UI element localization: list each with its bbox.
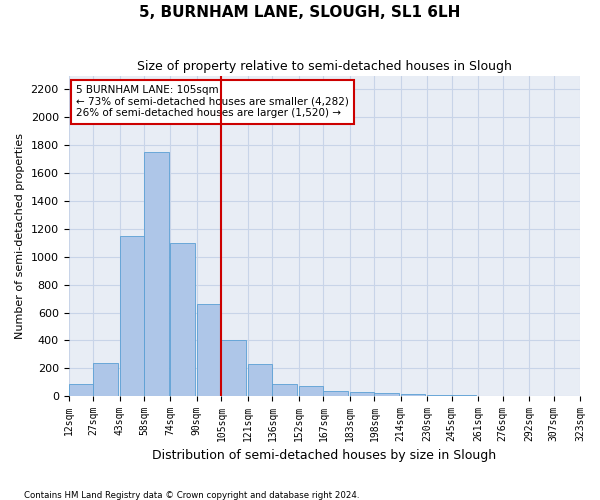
Bar: [93, 362, 118, 396]
Bar: [374, 394, 399, 396]
Bar: [427, 395, 452, 396]
X-axis label: Distribution of semi-detached houses by size in Slough: Distribution of semi-detached houses by …: [152, 450, 496, 462]
Bar: [248, 364, 272, 396]
Bar: [170, 243, 195, 396]
Bar: [401, 394, 425, 396]
Text: Contains HM Land Registry data © Crown copyright and database right 2024.: Contains HM Land Registry data © Crown c…: [24, 490, 359, 500]
Bar: [68, 384, 93, 396]
Text: 5 BURNHAM LANE: 105sqm
← 73% of semi-detached houses are smaller (4,282)
26% of : 5 BURNHAM LANE: 105sqm ← 73% of semi-det…: [76, 85, 349, 118]
Bar: [323, 392, 348, 396]
Title: Size of property relative to semi-detached houses in Slough: Size of property relative to semi-detach…: [137, 60, 512, 73]
Bar: [221, 340, 246, 396]
Bar: [144, 152, 169, 396]
Bar: [197, 304, 221, 396]
Text: 5, BURNHAM LANE, SLOUGH, SL1 6LH: 5, BURNHAM LANE, SLOUGH, SL1 6LH: [139, 5, 461, 20]
Y-axis label: Number of semi-detached properties: Number of semi-detached properties: [15, 133, 25, 339]
Bar: [350, 392, 374, 396]
Bar: [272, 384, 297, 396]
Bar: [119, 236, 144, 396]
Bar: [299, 386, 323, 396]
